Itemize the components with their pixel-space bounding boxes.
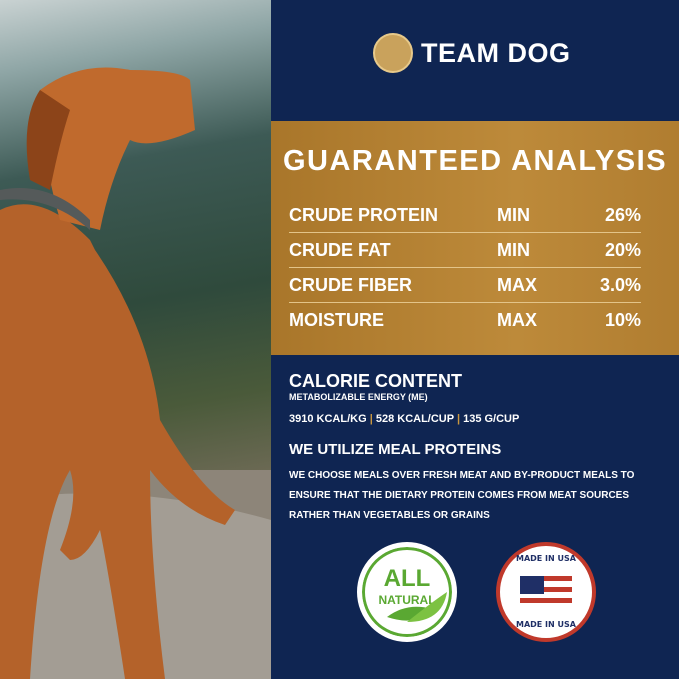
dog-mountain-photo <box>0 0 271 679</box>
brand-name: TEAM DOG <box>421 37 571 68</box>
analysis-title: GUARANTEED ANALYSIS <box>282 145 668 177</box>
guaranteed-analysis-panel: GUARANTEED ANALYSIS CRUDE PROTEIN MIN 26% … <box>271 121 679 355</box>
us-flag-icon <box>520 576 572 610</box>
protein-line: WE CHOOSE MEALS OVER FRESH MEAT AND BY-P… <box>289 470 635 481</box>
calorie-title: CALORIE CONTENT <box>289 371 462 391</box>
badge-natural: NATURAL <box>378 593 436 607</box>
brand-header: TEAM DOG <box>373 33 571 73</box>
dog-illustration <box>0 67 271 679</box>
nutrient-name: CRUDE FIBER <box>289 274 413 295</box>
analysis-row: CRUDE FAT MIN 20% <box>289 233 641 268</box>
nutrient-qualifier: MAX <box>497 310 537 330</box>
separator: | <box>456 413 461 425</box>
calorie-subtitle: METABOLIZABLE ENERGY (ME) <box>289 392 428 402</box>
nutrient-value: 26% <box>604 204 641 225</box>
badge-text-bottom: MADE IN USA <box>516 620 576 629</box>
nutrient-value: 20% <box>604 239 641 260</box>
badge-all: ALL <box>383 565 431 592</box>
protein-title: WE UTILIZE MEAL PROTEINS <box>289 441 502 458</box>
info-panel: TEAM DOG GUARANTEED ANALYSIS CRUDE PROTE… <box>271 0 679 679</box>
nutrient-qualifier: MIN <box>497 204 530 225</box>
nutrient-qualifier: MIN <box>497 239 530 260</box>
nutrient-qualifier: MAX <box>497 274 537 295</box>
protein-line: RATHER THAN VEGETABLES OR GRAINS <box>289 510 490 521</box>
separator: | <box>369 413 373 425</box>
dog-head-logo-icon <box>373 33 413 73</box>
nutrient-name: CRUDE FAT <box>289 239 391 260</box>
all-natural-badge: ALL NATURAL <box>357 542 457 642</box>
grams-per-cup: 135 G/CUP <box>463 413 520 425</box>
calorie-values: 3910 KCAL/KG | 528 KCAL/CUP | 135 G/CUP <box>289 413 519 425</box>
nutrient-value: 3.0% <box>599 274 641 295</box>
analysis-row: CRUDE PROTEIN MIN 26% <box>289 198 641 233</box>
analysis-row: MOISTURE MAX 10% <box>289 303 641 338</box>
nutrient-name: MOISTURE <box>289 310 385 330</box>
analysis-row: CRUDE FIBER MAX 3.0% <box>289 268 641 303</box>
badge-text-top: MADE IN USA <box>516 554 576 563</box>
protein-line: ENSURE THAT THE DIETARY PROTEIN COMES FR… <box>289 490 630 501</box>
calorie-per-kg: 3910 KCAL/KG <box>289 413 367 425</box>
nutrient-value: 10% <box>604 310 641 330</box>
calorie-per-cup: 528 KCAL/CUP <box>375 413 454 425</box>
made-in-usa-badge: MADE IN USA MADE IN USA <box>496 542 596 642</box>
nutrient-name: CRUDE PROTEIN <box>289 204 439 225</box>
leaf-icon <box>387 592 447 622</box>
